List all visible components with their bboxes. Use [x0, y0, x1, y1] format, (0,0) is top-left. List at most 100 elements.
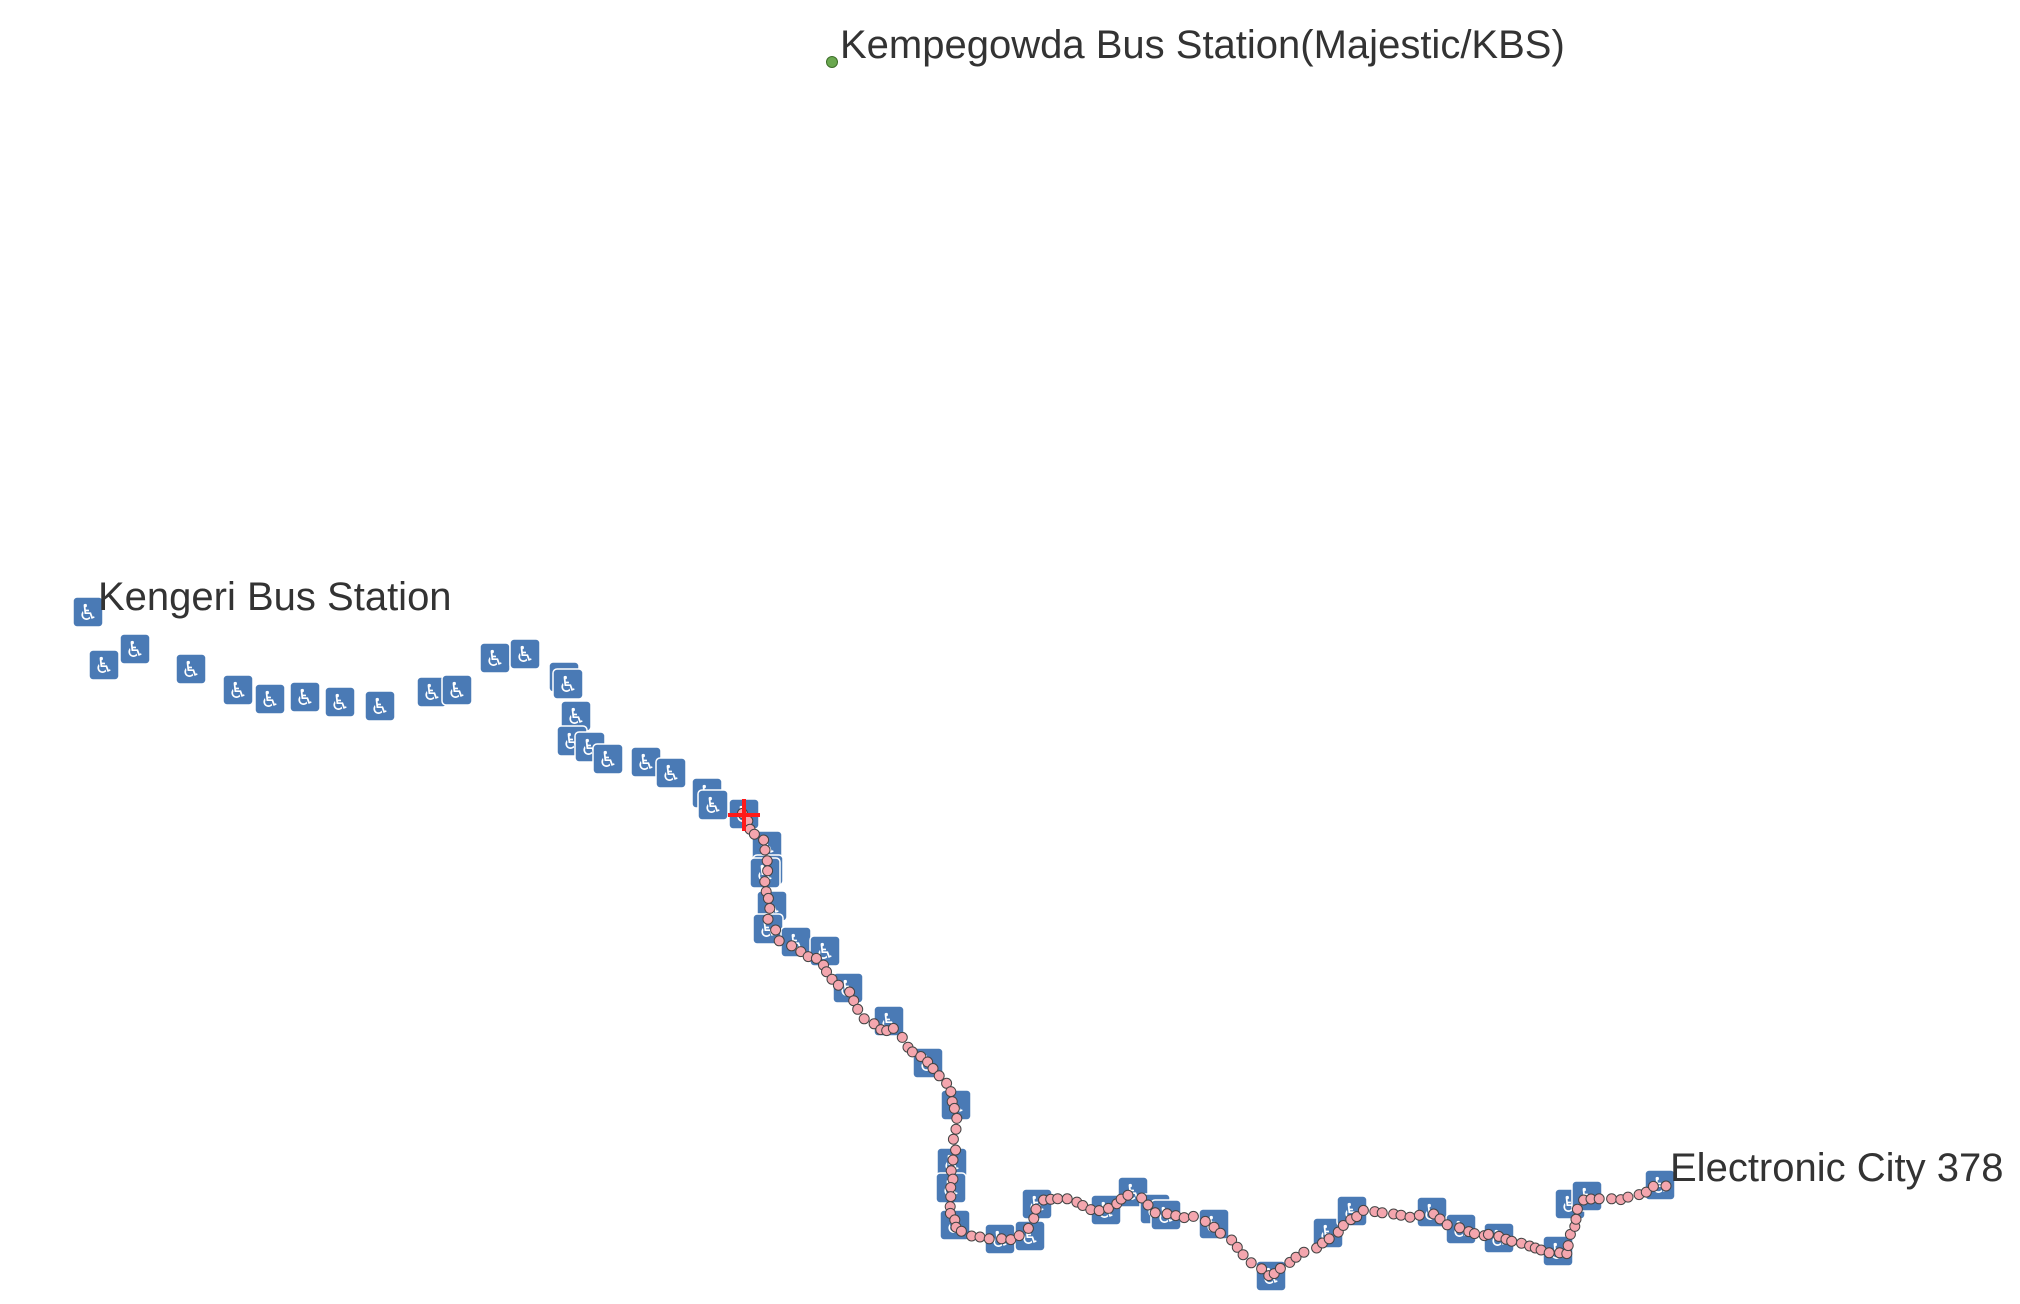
wheelchair-accessibility-icon — [222, 674, 254, 706]
route-point — [1323, 1233, 1335, 1245]
route-point — [832, 979, 844, 991]
wheelchair-accessibility-icon — [655, 757, 687, 789]
route-point — [933, 1070, 945, 1082]
route-point — [1647, 1180, 1659, 1192]
route-point — [1274, 1262, 1286, 1274]
route-point — [1199, 1215, 1211, 1227]
east-terminal-label: Electronic City 378 — [1670, 1146, 2003, 1190]
accessible-stop-marker[interactable]: ♿ — [441, 674, 473, 706]
origin-stop-marker[interactable] — [826, 56, 838, 68]
accessible-stop-marker[interactable]: ♿ — [479, 642, 511, 674]
route-point — [996, 1233, 1008, 1245]
accessible-stop-marker[interactable]: ♿ — [222, 674, 254, 706]
route-point — [1052, 1193, 1064, 1205]
accessible-stop-marker[interactable]: ♿ — [655, 757, 687, 789]
route-point — [1434, 1213, 1446, 1225]
route-point — [1469, 1228, 1480, 1240]
route-point — [759, 844, 771, 856]
wheelchair-glyph: ♿ — [636, 751, 656, 776]
accessible-stop-marker[interactable]: ♿ — [1644, 1169, 1676, 1201]
wheelchair-accessibility-icon — [592, 743, 624, 775]
accessible-stop-marker[interactable]: ♿ — [119, 633, 151, 665]
wheelchair-accessibility-icon — [72, 596, 104, 628]
route-point — [1357, 1204, 1369, 1216]
route-point — [770, 924, 782, 936]
wheelchair-glyph: ♿ — [703, 794, 723, 819]
route-point — [945, 1086, 957, 1098]
wheelchair-glyph: ♿ — [181, 658, 201, 683]
accessible-stop-marker[interactable]: ♿ — [254, 683, 286, 715]
accessible-stop-marker[interactable]: ♿ — [752, 913, 784, 945]
accessible-stop-marker[interactable]: ♿ — [560, 700, 592, 732]
route-point — [951, 1112, 963, 1124]
wheelchair-glyph: ♿ — [422, 681, 442, 706]
route-point — [1093, 1205, 1105, 1217]
route-point — [1245, 1257, 1257, 1269]
route-point — [947, 1133, 959, 1145]
wheelchair-glyph: ♿ — [330, 691, 350, 716]
route-point — [1395, 1209, 1407, 1221]
route-point — [947, 1154, 959, 1166]
route-point — [906, 1046, 918, 1058]
route-point — [759, 876, 771, 888]
accessible-stop-marker[interactable]: ♿ — [324, 686, 356, 718]
route-point — [1562, 1240, 1574, 1252]
route-point — [1482, 1228, 1494, 1240]
route-point — [758, 834, 770, 846]
route-point — [1149, 1207, 1161, 1219]
wheelchair-glyph: ♿ — [758, 918, 778, 943]
accessible-stop-marker[interactable]: ♿ — [175, 653, 207, 685]
route-point — [950, 1144, 962, 1156]
wheelchair-accessibility-icon — [324, 686, 356, 718]
route-point — [945, 1182, 957, 1193]
accessible-stop-marker[interactable]: ♿ — [509, 638, 541, 670]
route-point — [786, 940, 798, 952]
red-cross-position-marker[interactable] — [728, 799, 760, 831]
route-point — [1404, 1211, 1416, 1223]
accessible-stop-marker[interactable]: ♿ — [72, 596, 104, 628]
wheelchair-glyph: ♿ — [1650, 1174, 1670, 1199]
accessible-stop-marker[interactable]: ♿ — [88, 649, 120, 681]
wheelchair-glyph: ♿ — [485, 647, 505, 672]
accessible-stop-marker[interactable]: ♿ — [289, 681, 321, 713]
wheelchair-accessibility-icon — [289, 681, 321, 713]
route-point — [950, 1123, 962, 1135]
route-point — [1506, 1235, 1518, 1247]
route-points-layer — [736, 807, 1672, 1282]
route-point — [1593, 1193, 1605, 1205]
wheelchair-glyph: ♿ — [370, 695, 390, 720]
route-point — [795, 946, 807, 958]
wheelchair-glyph: ♿ — [125, 638, 145, 663]
wheelchair-accessibility-icon — [552, 668, 584, 700]
route-point — [1030, 1203, 1042, 1215]
wheelchair-glyph: ♿ — [260, 688, 280, 713]
wheelchair-accessibility-icon — [254, 683, 286, 715]
route-point — [896, 1031, 908, 1043]
route-point — [1237, 1249, 1249, 1261]
route-point — [1351, 1211, 1363, 1223]
route-point — [821, 966, 832, 978]
accessible-stop-marker[interactable]: ♿ — [416, 676, 448, 708]
route-point — [1256, 1263, 1268, 1275]
accessible-stop-marker[interactable]: ♿ — [697, 789, 729, 821]
route-point — [1122, 1189, 1134, 1201]
route-point — [1570, 1213, 1582, 1225]
route-point — [1187, 1210, 1199, 1222]
route-point — [887, 1022, 899, 1034]
route-point — [1290, 1251, 1302, 1263]
wheelchair-glyph: ♿ — [447, 679, 467, 704]
accessible-stop-marker[interactable]: ♿ — [630, 746, 662, 778]
route-point — [764, 902, 776, 914]
accessible-stop-marker[interactable]: ♿ — [592, 743, 624, 775]
route-point — [1337, 1220, 1349, 1231]
route-point — [1231, 1241, 1243, 1253]
accessible-stop-marker[interactable]: ♿ — [552, 668, 584, 700]
wheelchair-glyph: ♿ — [78, 601, 98, 626]
wheelchair-accessibility-icon — [441, 674, 473, 706]
route-point — [1441, 1219, 1453, 1231]
wheelchair-accessibility-icon — [175, 653, 207, 685]
route-point — [1571, 1203, 1583, 1215]
accessible-stop-marker[interactable]: ♿ — [364, 690, 396, 722]
route-point — [1028, 1212, 1040, 1224]
